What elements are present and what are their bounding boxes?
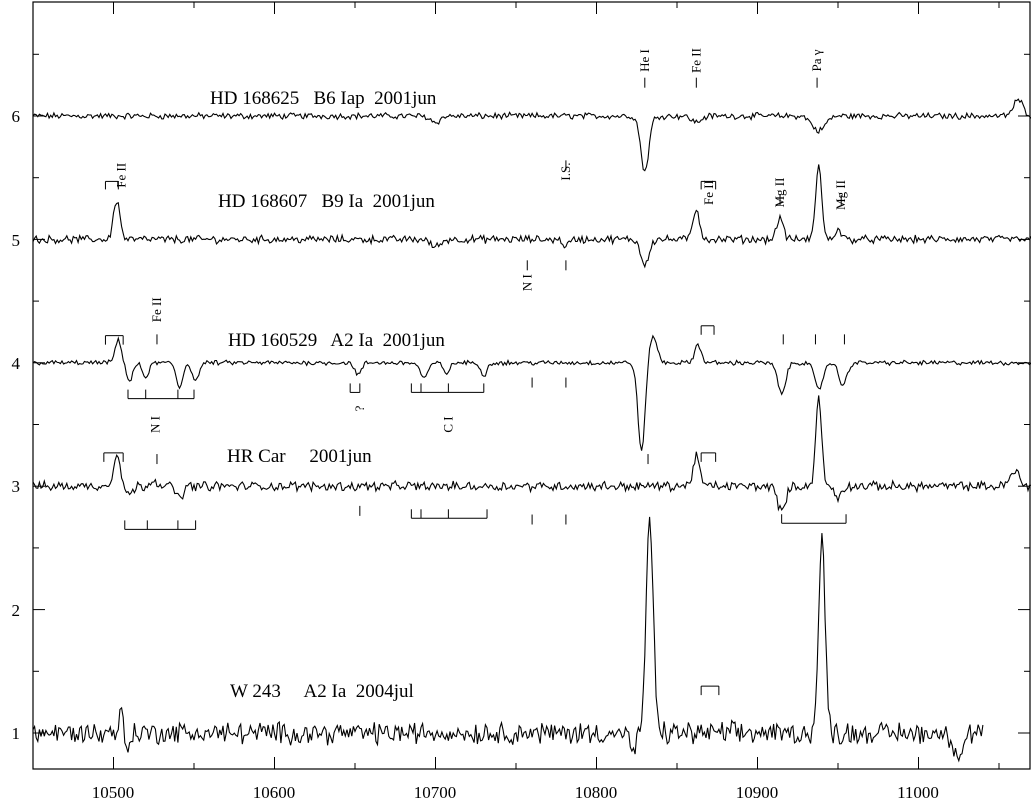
line-identifications: He I Fe II Pa γ I.S. Fe II Fe II Mg II Mg II N I… — [114, 48, 849, 433]
star-label-w243: W 243 A2 Ia 2004jul — [230, 681, 414, 702]
line-id-label: Fe II — [114, 163, 129, 188]
y-tick-label: 2 — [12, 601, 21, 620]
y-tick-label: 1 — [12, 724, 21, 743]
line-id-label: Fe II — [149, 297, 164, 322]
spectrum-hd168625 — [32, 98, 1031, 172]
y-tick-label: 4 — [12, 354, 21, 373]
line-id-label: Fe II — [701, 180, 716, 205]
line-id-label: C I — [440, 416, 455, 432]
line-id-label: I.S. — [558, 162, 573, 180]
y-tick-label: 3 — [12, 477, 21, 496]
line-id-label: N I — [519, 274, 534, 291]
x-tick-labels: 10500 10600 10700 10800 10900 11000 — [92, 783, 939, 802]
x-tick-label: 10600 — [253, 783, 296, 802]
spectra-lines — [32, 98, 1031, 763]
y-tick-label: 6 — [12, 107, 21, 126]
axis-ticks — [33, 2, 1030, 769]
y-tick-labels: 1 2 3 4 5 6 — [12, 107, 21, 743]
x-tick-label: 10500 — [92, 783, 135, 802]
spectrum-w243 — [32, 516, 984, 763]
star-label-hd168625: HD 168625 B6 Iap 2001jun — [210, 88, 437, 109]
line-id-label: Mg II — [772, 178, 787, 208]
line-id-label: Fe II — [688, 48, 703, 73]
plot-frame — [32, 1, 1031, 770]
line-id-label: N I — [147, 416, 162, 433]
spectrum-hd160529 — [32, 334, 1031, 451]
line-markers — [103, 77, 847, 696]
line-id-label: Mg II — [833, 180, 848, 210]
star-label-hd168607: HD 168607 B9 Ia 2001jun — [218, 191, 435, 212]
star-label-hd160529: HD 160529 A2 Ia 2001jun — [228, 330, 445, 351]
x-tick-label: 10700 — [414, 783, 457, 802]
spectrum-hd168607 — [32, 164, 1031, 269]
star-labels: HD 168625 B6 Iap 2001jun HD 168607 B9 Ia… — [210, 88, 445, 702]
star-label-hr-car: HR Car 2001jun — [227, 446, 372, 467]
y-tick-label: 5 — [12, 231, 21, 250]
x-tick-label: 10900 — [736, 783, 779, 802]
line-id-label: ? — [352, 405, 367, 411]
spectrum-hr-car — [32, 395, 1031, 512]
line-id-label: Pa γ — [809, 49, 824, 71]
x-tick-label: 11000 — [897, 783, 939, 802]
x-tick-label: 10800 — [575, 783, 618, 802]
line-id-label: He I — [637, 49, 652, 72]
